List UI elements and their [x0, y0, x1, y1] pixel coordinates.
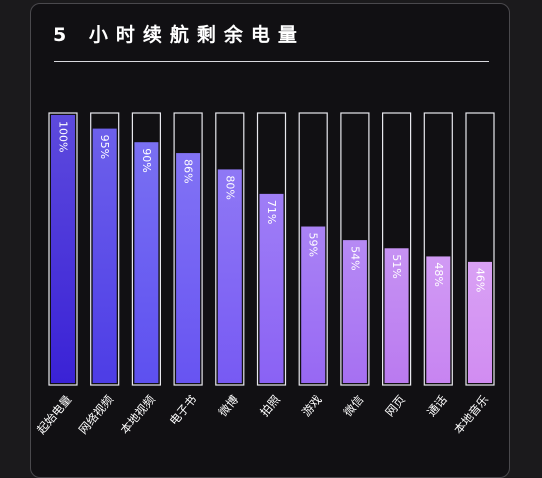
bar-8	[384, 248, 409, 383]
value-label-8: 51%	[390, 254, 403, 278]
value-label-2: 90%	[140, 148, 153, 172]
category-label-5: 拍照	[257, 393, 283, 420]
category-label-6: 游戏	[299, 392, 325, 419]
value-label-10: 46%	[474, 268, 487, 292]
bar-track-4	[215, 112, 245, 386]
category-label-3: 电子书	[167, 393, 200, 428]
value-label-6: 59%	[307, 233, 320, 257]
bar-9	[426, 256, 451, 383]
bar-1	[92, 128, 117, 383]
bar-0	[51, 115, 75, 383]
bar-track-1	[90, 112, 120, 386]
bar-track-7	[340, 112, 370, 386]
category-label-10: 本地音乐	[451, 392, 492, 437]
bar-5	[259, 193, 284, 383]
bar-track-2	[131, 112, 161, 386]
value-label-0: 100%	[57, 121, 70, 152]
value-label-1: 95%	[98, 135, 111, 159]
bar-3	[176, 153, 201, 383]
category-label-2: 本地视频	[117, 392, 158, 437]
bar-track-0	[48, 112, 78, 386]
bar-2	[134, 142, 159, 383]
bar-10	[468, 261, 492, 383]
title-divider	[54, 61, 489, 62]
bar-4	[217, 169, 242, 383]
value-label-9: 48%	[432, 262, 445, 286]
bar-6	[301, 226, 326, 383]
battery-bar-chart: 100% 起始电量 95% 网络视频 90% 本地视频 86% 电子书 80% 微博 71% 拍照 59…	[34, 112, 495, 437]
bar-track-6	[298, 112, 328, 386]
bar-track-5	[256, 112, 287, 386]
category-label-9: 通话	[424, 392, 450, 419]
bar-track-8	[382, 112, 412, 386]
bar-track-3	[173, 112, 203, 386]
value-label-5: 71%	[265, 200, 278, 224]
category-label-4: 微博	[216, 392, 242, 419]
bar-track-10	[465, 112, 495, 386]
bar-7	[342, 240, 367, 383]
value-label-7: 54%	[348, 246, 361, 270]
category-label-1: 网络视频	[76, 392, 117, 437]
chart-title: 5 小时续航剩余电量	[53, 24, 305, 46]
category-label-8: 网页	[382, 393, 408, 420]
value-label-4: 80%	[223, 175, 236, 199]
category-label-7: 微信	[341, 393, 367, 420]
value-label-3: 86%	[182, 159, 195, 183]
category-label-0: 起始电量	[34, 393, 74, 437]
bar-track-9	[423, 112, 453, 386]
